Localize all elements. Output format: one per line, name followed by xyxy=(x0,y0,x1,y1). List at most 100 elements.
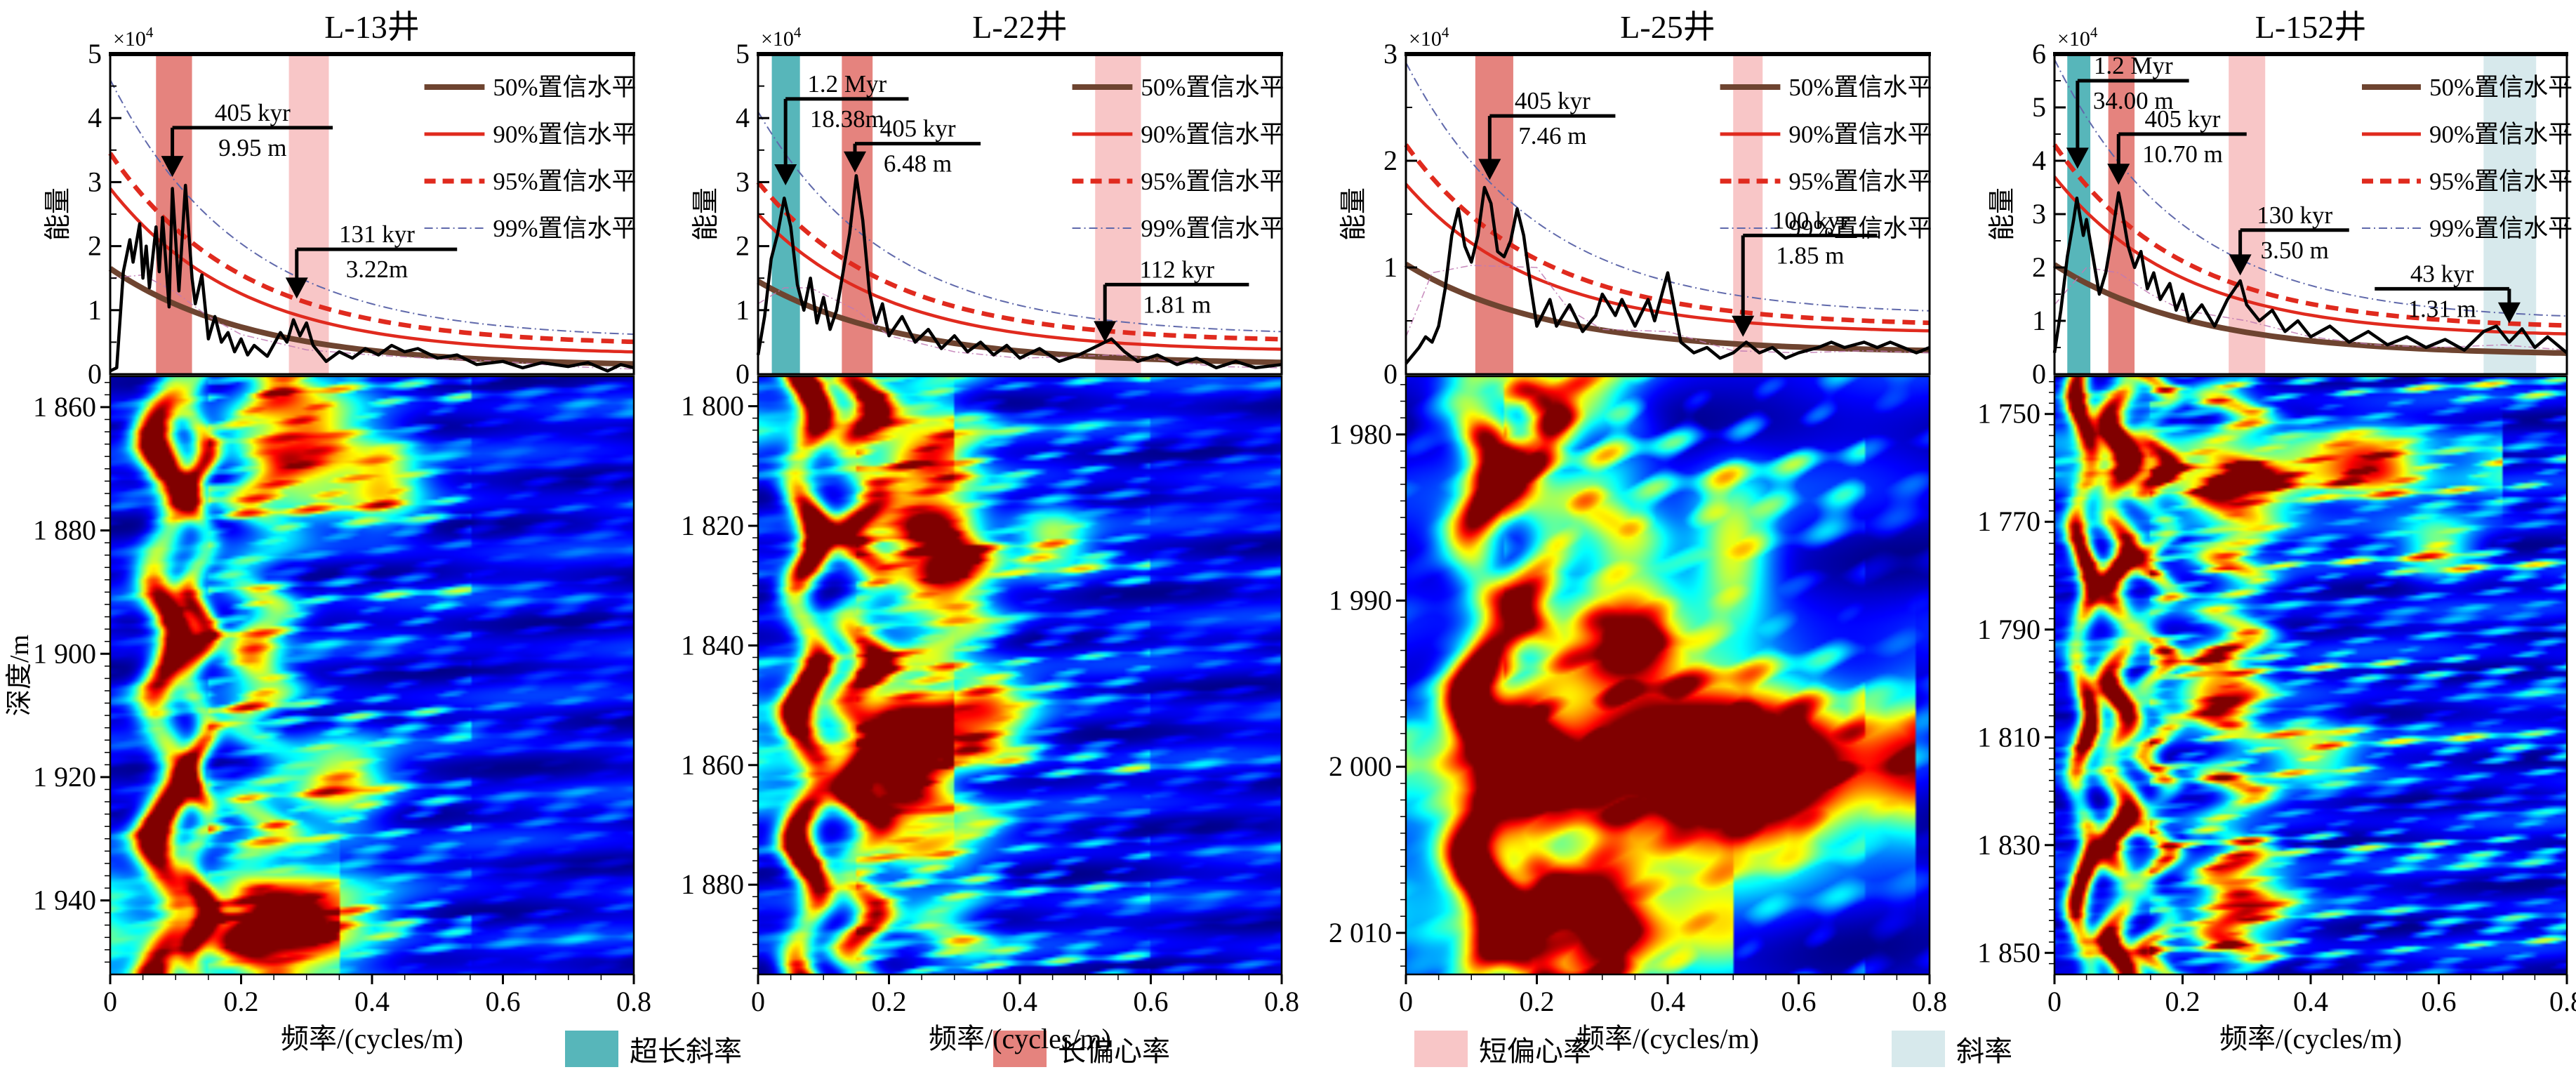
frequency-tick-label: 0.8 xyxy=(616,986,651,1017)
confidence-legend-label: 99%置信水平 xyxy=(1788,215,1932,242)
depth-tick-label: 1 940 xyxy=(33,885,96,916)
annotation-arrowhead xyxy=(774,164,797,185)
confidence-curve-50pct xyxy=(2052,262,2568,356)
panel-L-152井: 0 1 2 3 4 5 6 ×104 能量 1 750 1 770 1 790 1 810 1 830 1 … xyxy=(1977,24,2576,1054)
annotation-arrowhead xyxy=(2066,147,2089,169)
annotation-period-label: 43 kyr xyxy=(2410,260,2474,287)
annotation-405-kyr: 405 kyr 7.46 m xyxy=(1478,87,1616,180)
annotation-100-kyr: 100 kyr 1.85 m xyxy=(1732,206,1878,337)
power-spectrum-curve xyxy=(756,174,1282,370)
spectrogram-heatmap-well-1 xyxy=(110,376,634,974)
energy-tick-label: 1 xyxy=(1383,251,1397,283)
confidence-curve-95pct xyxy=(756,180,1282,342)
annotation-wavelength-label: 34.00 m xyxy=(2093,87,2174,114)
depth-tick-label: 1 900 xyxy=(33,637,96,669)
annotation-arrowhead xyxy=(844,151,867,173)
confidence-legend-label: 50%置信水平 xyxy=(1141,74,1284,101)
annotation-wavelength-label: 3.50 m xyxy=(2261,237,2329,264)
spectrogram-heatmap-well-3 xyxy=(1406,376,1930,974)
confidence-curve-95pct xyxy=(1404,143,1930,326)
obliquity-swatch xyxy=(1892,1031,1945,1067)
frequency-tick-label: 0.6 xyxy=(1781,986,1817,1017)
frequency-tick-label: 0.4 xyxy=(1650,986,1685,1017)
annotation-405-kyr: 405 kyr 10.70 m xyxy=(2107,105,2247,185)
confidence-legend-label: 90%置信水平 xyxy=(1788,121,1932,148)
annotation-112-kyr: 112 kyr 1.81 m xyxy=(1094,256,1249,343)
confidence-curve-95pct xyxy=(108,152,635,345)
confidence-legend-label: 90%置信水平 xyxy=(2429,121,2572,148)
annotation-1.2-Myr: 1.2 Myr 18.38m xyxy=(774,70,909,185)
depth-tick-label: 1 990 xyxy=(1329,585,1392,616)
depth-tick-label: 1 860 xyxy=(681,749,744,781)
depth-tick-label: 2 010 xyxy=(1329,917,1392,948)
depth-tick-label: 1 840 xyxy=(681,629,744,661)
energy-tick-label: 0 xyxy=(736,358,750,390)
energy-tick-label: 1 xyxy=(88,294,102,326)
annotation-wavelength-label: 1.81 m xyxy=(1143,291,1211,318)
confidence-legend-label: 99%置信水平 xyxy=(493,215,636,242)
power-spectrum-curve xyxy=(109,183,635,373)
confidence-legend-label: 50%置信水平 xyxy=(2429,74,2572,101)
depth-tick-label: 1 750 xyxy=(1977,398,2040,430)
annotation-1.2-Myr: 1.2 Myr 34.00 m xyxy=(2066,52,2189,169)
annotation-130-kyr: 130 kyr 3.50 m xyxy=(2229,201,2349,276)
frequency-tick-label: 0.2 xyxy=(1520,986,1555,1017)
frequency-axis-label: 频率/(cycles/m) xyxy=(1576,1023,1759,1054)
band-legend-label: 长偏心率 xyxy=(1058,1035,1170,1067)
annotation-arrowhead xyxy=(2497,302,2521,324)
frequency-tick-label: 0.4 xyxy=(2293,986,2328,1017)
frequency-tick-label: 0.2 xyxy=(2165,986,2200,1017)
annotation-wavelength-label: 9.95 m xyxy=(218,134,286,161)
annotation-arrowhead xyxy=(1094,321,1117,343)
frequency-tick-label: 0.6 xyxy=(486,986,521,1017)
band-legend-item-long-eccentricity: 长偏心率 xyxy=(993,1029,1170,1068)
energy-tick-label: 0 xyxy=(88,358,102,390)
confidence-legend-label: 95%置信水平 xyxy=(493,168,636,195)
energy-tick-label: 3 xyxy=(2032,198,2046,230)
depth-tick-label: 1 800 xyxy=(681,390,744,422)
energy-axis-label: 能量 xyxy=(691,187,721,241)
frequency-tick-label: 0.8 xyxy=(2549,986,2576,1017)
energy-tick-label: 5 xyxy=(88,38,102,70)
energy-tick-label: 3 xyxy=(736,166,750,197)
annotation-period-label: 1.2 Myr xyxy=(807,70,887,98)
short-eccentricity-swatch xyxy=(1414,1031,1468,1067)
energy-tick-label: 1 xyxy=(736,294,750,326)
confidence-curve-90pct xyxy=(109,187,635,354)
depth-tick-label: 1 860 xyxy=(33,391,96,423)
depth-tick-label: 1 920 xyxy=(33,761,96,793)
energy-tick-label: 5 xyxy=(2032,91,2046,123)
energy-tick-label: 2 xyxy=(1383,145,1397,176)
power-spectrum-curve xyxy=(2052,191,2568,355)
band-legend-item-short-eccentricity: 短偏心率 xyxy=(1414,1029,1591,1068)
frequency-tick-label: 0 xyxy=(1399,986,1413,1017)
energy-exponent-label: ×104 xyxy=(2057,24,2098,51)
annotation-wavelength-label: 1.31 m xyxy=(2408,295,2476,322)
annotation-wavelength-label: 7.46 m xyxy=(1518,122,1586,150)
annotation-arrowhead xyxy=(1478,159,1501,180)
spectrogram-heatmap-well-4 xyxy=(2054,376,2567,974)
energy-tick-label: 4 xyxy=(736,102,750,133)
energy-exponent-label: ×104 xyxy=(761,24,802,51)
frequency-tick-label: 0.8 xyxy=(1264,986,1299,1017)
annotation-period-label: 405 kyr xyxy=(880,115,956,143)
cycle-band-4 xyxy=(2483,54,2537,374)
smoothed-fit-curve xyxy=(109,274,635,370)
energy-axis-label: 能量 xyxy=(1988,187,2017,241)
annotation-arrowhead xyxy=(285,277,308,299)
confidence-curve-90pct xyxy=(1405,183,1930,333)
energy-tick-label: 2 xyxy=(736,230,750,262)
confidence-curve-95pct xyxy=(2052,143,2568,328)
confidence-curve-99pct xyxy=(757,111,1282,333)
energy-tick-label: 2 xyxy=(2032,251,2046,283)
depth-tick-label: 1 850 xyxy=(1977,937,2040,968)
depth-axis-label: 深度/m xyxy=(5,635,34,716)
annotation-arrowhead xyxy=(1732,315,1755,337)
energy-tick-label: 1 xyxy=(2032,305,2046,336)
energy-tick-label: 4 xyxy=(2032,145,2046,176)
panel-title-well-1: L-13井 xyxy=(324,9,420,45)
frequency-tick-label: 0.4 xyxy=(1002,986,1037,1017)
energy-axis-label: 能量 xyxy=(44,187,73,241)
